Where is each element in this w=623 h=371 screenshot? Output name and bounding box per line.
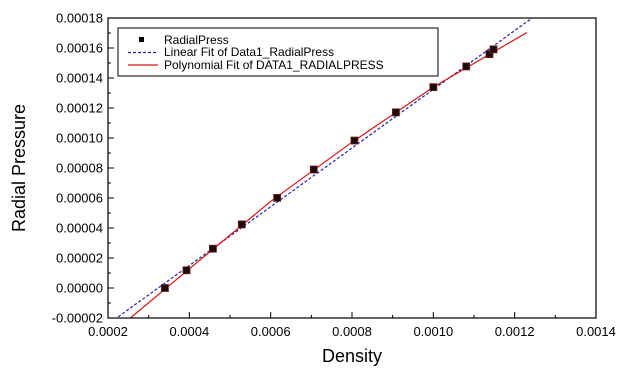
- x-tick-label: 0.0006: [251, 324, 291, 339]
- legend-label-scatter: RadialPress: [164, 33, 229, 47]
- data-point: [462, 62, 471, 71]
- y-tick-label: 0.00014: [56, 71, 103, 86]
- legend-label-linear: Linear Fit of Data1_RadialPress: [164, 45, 334, 59]
- legend: RadialPress Linear Fit of Data1_RadialPr…: [117, 27, 439, 77]
- series-line-1: [115, 18, 534, 318]
- legend-marker-scatter: [139, 37, 144, 42]
- y-tick-label: 0.00006: [56, 191, 103, 206]
- legend-box: [117, 27, 439, 77]
- y-tick-label: 0.00010: [56, 131, 103, 146]
- x-tick-label: 0.0014: [576, 324, 616, 339]
- y-tick-label: -0.00002: [52, 311, 103, 326]
- x-tick-label: 0.0010: [413, 324, 453, 339]
- y-tick-label: 0.00016: [56, 41, 103, 56]
- data-point: [237, 220, 246, 229]
- x-tick-label: 0.0002: [88, 324, 128, 339]
- y-tick-label: 0.00000: [56, 281, 103, 296]
- data-point: [485, 50, 494, 59]
- y-tick-label: 0.00018: [56, 11, 103, 26]
- data-point: [209, 244, 217, 253]
- legend-label-poly: Polynomial Fit of DATA1_RADIALPRESS: [164, 58, 384, 72]
- data-point: [489, 45, 498, 54]
- data-point: [273, 193, 282, 202]
- y-tick-label: 0.00012: [56, 101, 103, 116]
- data-point: [350, 136, 359, 145]
- x-tick-label: 0.0012: [495, 324, 535, 339]
- data-point: [161, 284, 169, 292]
- data-point: [182, 266, 191, 275]
- y-tick-label: 0.00008: [56, 161, 103, 176]
- data-point: [429, 83, 438, 92]
- y-tick-label: 0.00002: [56, 251, 103, 266]
- y-tick-label: 0.00004: [56, 221, 103, 236]
- x-tick-label: 0.0004: [169, 324, 209, 339]
- data-point: [309, 165, 318, 174]
- x-tick-label: 0.0008: [332, 324, 372, 339]
- data-point: [392, 108, 400, 117]
- x-axis-title: Density: [322, 346, 382, 366]
- y-axis-title: Radial Pressure: [9, 104, 29, 232]
